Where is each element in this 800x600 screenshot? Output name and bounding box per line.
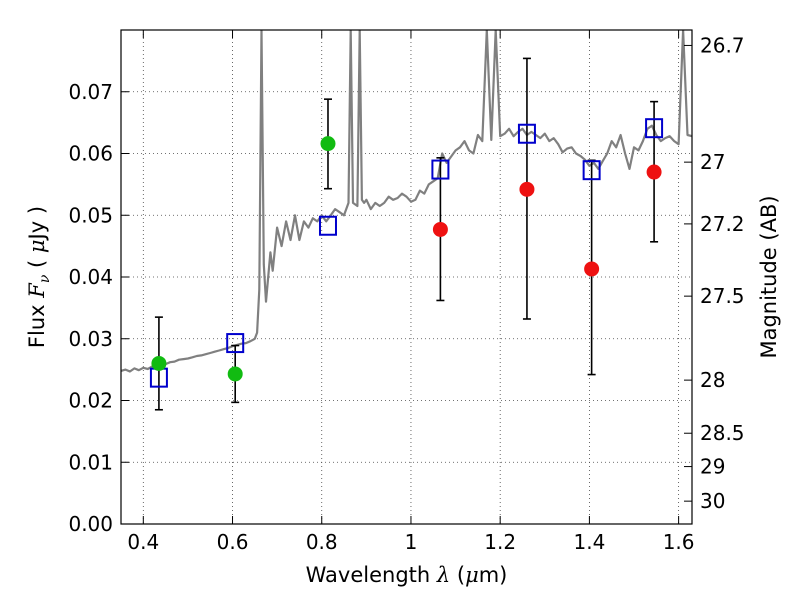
model-photometry-square: [582, 160, 601, 181]
x-tick-label: 1.2: [484, 530, 516, 554]
model-photometry-square: [645, 118, 664, 139]
y-tick-labels: 0.00 0.01 0.02 0.03 0.04 0.05 0.06 0.07: [68, 80, 113, 536]
plot-frame: [120, 29, 693, 525]
x-tick-label: 1.6: [663, 530, 695, 554]
red-data-point: [584, 261, 600, 277]
red-data-point: [646, 164, 662, 180]
model-photometry-square: [517, 123, 536, 144]
y2-tick-label: 29: [700, 455, 725, 479]
y-tick-label: 0.05: [68, 203, 113, 227]
data-points: [149, 118, 664, 388]
green-data-point: [227, 366, 243, 382]
y-tick-label: 0.02: [68, 389, 113, 413]
y2-tick-label: 27.2: [700, 212, 745, 236]
y2-axis-label: Magnitude (AB): [757, 195, 781, 358]
y-tick-label: 0.06: [68, 142, 113, 166]
green-data-point: [320, 136, 336, 152]
y-tick-label: 0.03: [68, 327, 113, 351]
model-spectrum-line: [121, 30, 692, 373]
model-photometry-square: [226, 333, 245, 354]
error-bars: [154, 57, 659, 411]
y-axis-label: Flux Fν ( μJy ): [25, 206, 53, 348]
y-tick-label: 0.04: [68, 265, 113, 289]
x-tick-label: 1.4: [573, 530, 605, 554]
y-tick-label: 0.07: [68, 80, 113, 104]
magnitude-tick-labels: 26.7 27 27.2 27.5 28 28.5 29 30: [700, 33, 745, 513]
y2-tick-label: 27: [700, 150, 725, 174]
red-data-point: [519, 181, 535, 197]
y-tick-label: 0.00: [68, 512, 113, 536]
x-tick-label: 0.4: [127, 530, 159, 554]
x-tick-label: 0.6: [217, 530, 249, 554]
red-data-point: [432, 221, 448, 237]
model-photometry-square: [318, 215, 337, 236]
x-axis-label: Wavelength λ (μm): [306, 563, 508, 587]
x-tick-label: 1: [405, 530, 418, 554]
axis-ticks: [121, 30, 692, 525]
green-data-point: [151, 355, 167, 371]
y-tick-label: 0.01: [68, 450, 113, 474]
model-photometry-square: [431, 159, 450, 180]
model-spectrum: [121, 30, 692, 373]
grid-lines: [121, 30, 692, 525]
y2-tick-label: 28: [700, 368, 725, 392]
y2-tick-label: 26.7: [700, 33, 745, 57]
y2-tick-label: 28.5: [700, 421, 745, 445]
x-tick-labels: 0.4 0.6 0.8 1 1.2 1.4 1.6: [127, 530, 694, 554]
x-tick-label: 0.8: [306, 530, 338, 554]
y2-tick-label: 30: [700, 489, 725, 513]
y2-tick-label: 27.5: [700, 284, 745, 308]
